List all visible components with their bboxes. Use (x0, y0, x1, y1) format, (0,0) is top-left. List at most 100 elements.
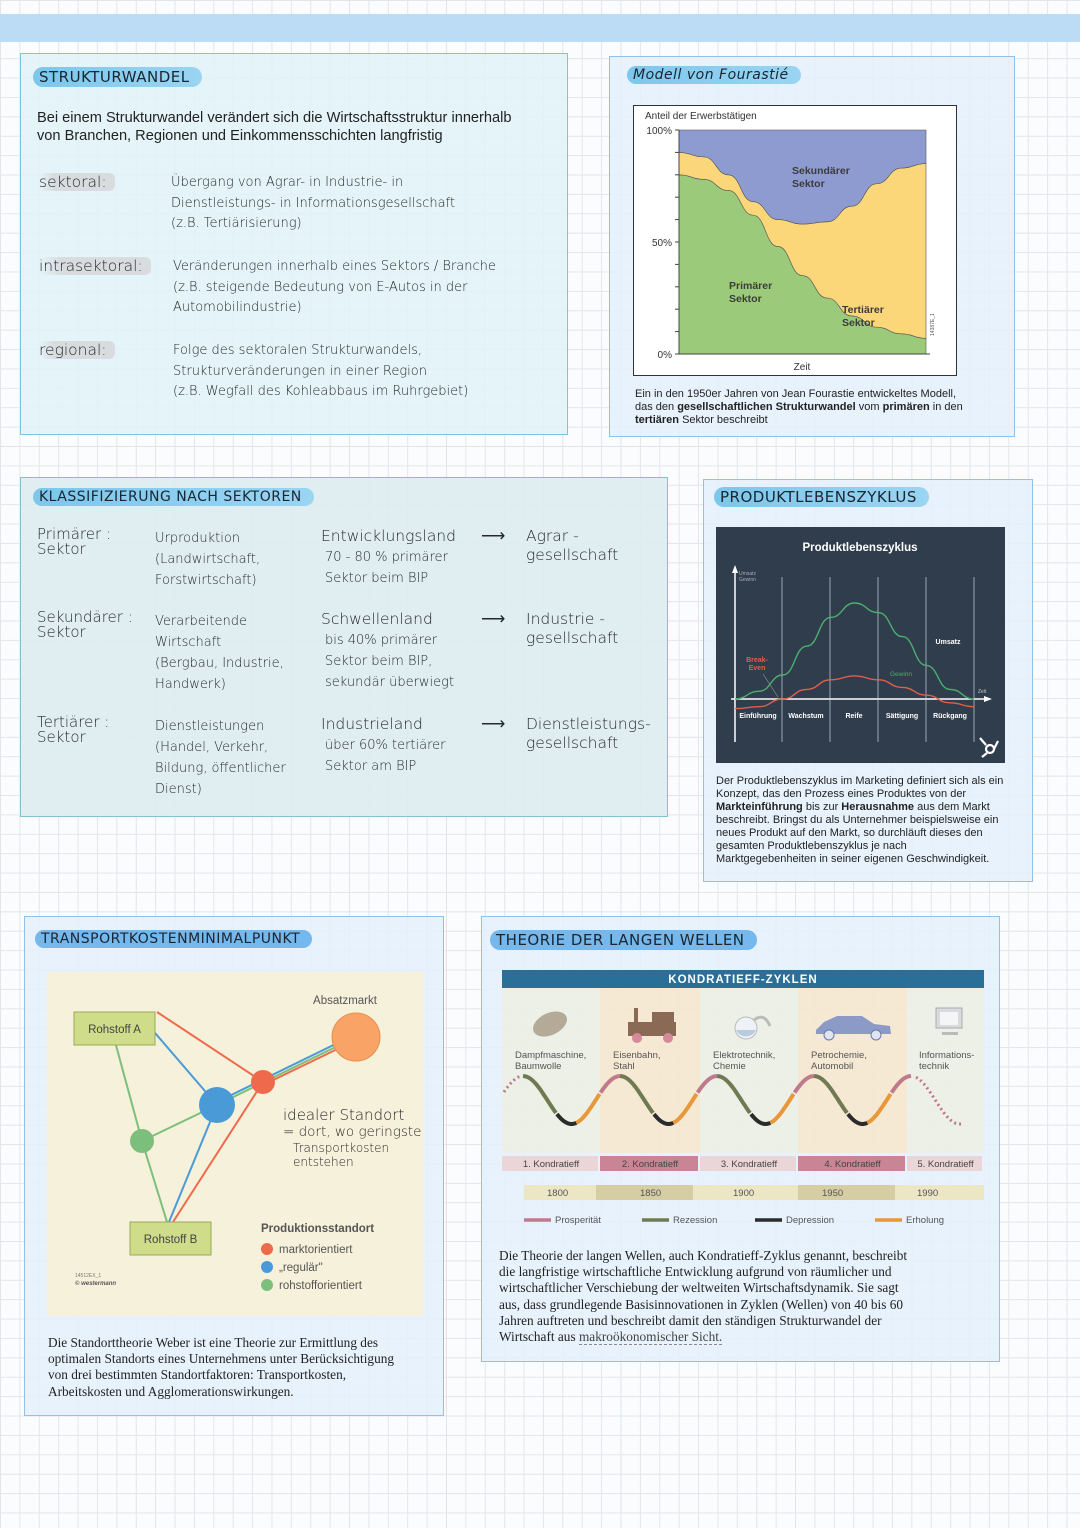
cycle-label: 5. Kondratieff (917, 1159, 974, 1170)
legend-dot (261, 1261, 273, 1273)
legend-label: „regulär" (279, 1262, 323, 1274)
absatzmarkt-circle (331, 1012, 381, 1062)
innovation-label: Elektrotechnik, Chemie (713, 1050, 775, 1072)
y-tick-label: 50% (652, 238, 672, 249)
regulaer-point (199, 1087, 235, 1123)
sektor-label: Sektor (37, 540, 86, 558)
row-text: Folge des sektoralen Strukturwandels, (173, 343, 423, 358)
arrow-icon: ⟶ (481, 526, 506, 546)
rohstoff-b-box (129, 1221, 212, 1256)
gesellschaft: Agrar - (526, 527, 579, 545)
figure-code: 14512EX_1 (75, 1273, 101, 1279)
phase-label: Sättigung (886, 713, 918, 720)
route-red (156, 1011, 264, 1083)
rohstoff-a-label: Rohstoff A (88, 1024, 141, 1036)
fourastie-chart: Anteil der Erwerbstätigen 100% 50% 0% Zeit Pr… (633, 105, 957, 376)
wave-projection (502, 1074, 523, 1093)
cycle-column (700, 988, 798, 1153)
computer-icon (935, 1007, 963, 1035)
sektor-beschreibung: (Handel, Verkehr, (155, 740, 269, 755)
row-text: Veränderungen innerhalb eines Sektors / … (173, 259, 496, 274)
legend-label: Rezession (673, 1215, 717, 1226)
produktlebenszyklus-panel: PRODUKTLEBENSZYKLUS Produktlebenszyklus U… (703, 479, 1033, 882)
car-icon (816, 1016, 891, 1041)
series-label: Primärer Sektor (729, 280, 772, 305)
absatzmarkt-label: Absatzmarkt (313, 995, 378, 1007)
klassifizierung-panel: KLASSIFIZIERUNG NACH SEKTOREN Primärer :… (20, 477, 668, 817)
arrow-icon: ⟶ (481, 714, 506, 734)
year-label: 1900 (733, 1188, 754, 1199)
legend-label: Prosperität (555, 1215, 601, 1226)
cycle-column (798, 988, 907, 1153)
year-label: 1950 (822, 1188, 843, 1199)
makrooekonomisch-link[interactable]: makroökonomischer Sicht. (578, 1329, 723, 1346)
year-label: 1990 (917, 1188, 938, 1199)
legend-dot (261, 1243, 273, 1255)
gesellschaft: Dienstleistungs- (526, 715, 651, 733)
sektor-beschreibung: (Landwirtschaft, (155, 552, 261, 567)
rohstofforientiert-point (130, 1129, 154, 1153)
break-even-pointer (762, 673, 779, 698)
transport-panel: TRANSPORTKOSTENMINIMALPUNKT Rohstoff A Ro… (24, 916, 444, 1416)
y-tick-label: 0% (658, 350, 673, 361)
gesellschaft: gesellschaft (526, 734, 619, 752)
arrow-icon: ⟶ (481, 609, 506, 629)
route-blue-market (216, 1033, 357, 1103)
sektor-beschreibung: Verarbeitende (155, 614, 247, 629)
land-detail: sekundär überwiegt (325, 675, 455, 690)
phase-label: Rückgang (933, 713, 967, 720)
innovation-label: Eisenbahn, Stahl (613, 1050, 661, 1072)
row-text: (z.B. Wegfall des Kohleabbaus im Ruhrgeb… (173, 384, 469, 399)
wave-segment (522, 1074, 558, 1115)
y-tick-label: 100% (646, 126, 672, 137)
transport-diagram: Rohstoff A Rohstoff B Absatzmarkt Produktio… (47, 972, 424, 1316)
wave-projection (915, 1075, 964, 1126)
area-2 (678, 129, 927, 225)
legend-label: rohstofforientiert (279, 1280, 363, 1292)
wave-segment (846, 1112, 869, 1126)
phase-label: Einführung (739, 713, 776, 720)
sektor-label: Sekundärer : (37, 608, 133, 626)
strukturwandel-panel: STRUKTURWANDEL Bei einem Strukturwandel … (20, 53, 568, 435)
klassifizierung-title: KLASSIFIZIERUNG NACH SEKTOREN (33, 488, 314, 506)
locomotive-icon (628, 1008, 676, 1043)
x-label: Zeit (794, 362, 811, 373)
land-typ: Entwicklungsland (321, 527, 456, 545)
y-label: Umsatz Gewinn (739, 571, 756, 583)
wave-segment (652, 1112, 675, 1126)
y-label: Anteil der Erwerbstätigen (645, 111, 757, 122)
wave-segment (769, 1092, 796, 1125)
row-label: regional: (39, 340, 115, 361)
y-axis-arrow (732, 565, 738, 573)
caption-line: Ein in den 1950er Jahren von Jean Fouras… (635, 388, 957, 400)
wave-segment (716, 1074, 752, 1115)
line-gewinn (734, 675, 975, 710)
sektor-beschreibung: (Bergbau, Industrie, (155, 656, 284, 671)
row-text: Automobilindustrie) (173, 300, 302, 315)
row-label: intrasektoral: (39, 256, 151, 277)
innovation-label: Petrochemie, Automobil (811, 1050, 867, 1072)
gesellschaft: Industrie - (526, 610, 605, 628)
land-detail: bis 40% primärer (325, 633, 438, 648)
wave-segment (598, 1074, 621, 1094)
route-green-market (216, 1036, 357, 1106)
fourastie-caption: Ein in den 1950er Jahren von Jean Fouras… (635, 388, 963, 427)
row-text: (z.B. Tertiärisierung) (171, 216, 302, 231)
cycle-label-bg (798, 1156, 905, 1171)
land-detail: 70 - 80 % primärer (325, 550, 448, 565)
sektor-label: Sektor (37, 728, 86, 746)
strukturwandel-intro-1: Bei einem Strukturwandel verändert sich … (37, 110, 512, 126)
x-axis-arrow (984, 696, 992, 702)
land-detail: über 60% tertiärer (325, 738, 446, 753)
wave-segment (555, 1112, 578, 1126)
route-blue (168, 1104, 218, 1223)
sektor-label: Sektor (37, 623, 86, 641)
sektor-beschreibung: Handwerk) (155, 677, 226, 692)
plc-text: Der Produktlebenszyklus im Marketing def… (716, 775, 1004, 865)
wave-segment (749, 1112, 772, 1126)
phase-label: Wachstum (788, 713, 823, 720)
gesellschaft: gesellschaft (526, 546, 619, 564)
marktorientiert-point (251, 1070, 275, 1094)
gesellschaft: gesellschaft (526, 629, 619, 647)
cycle-label-bg (700, 1156, 796, 1171)
